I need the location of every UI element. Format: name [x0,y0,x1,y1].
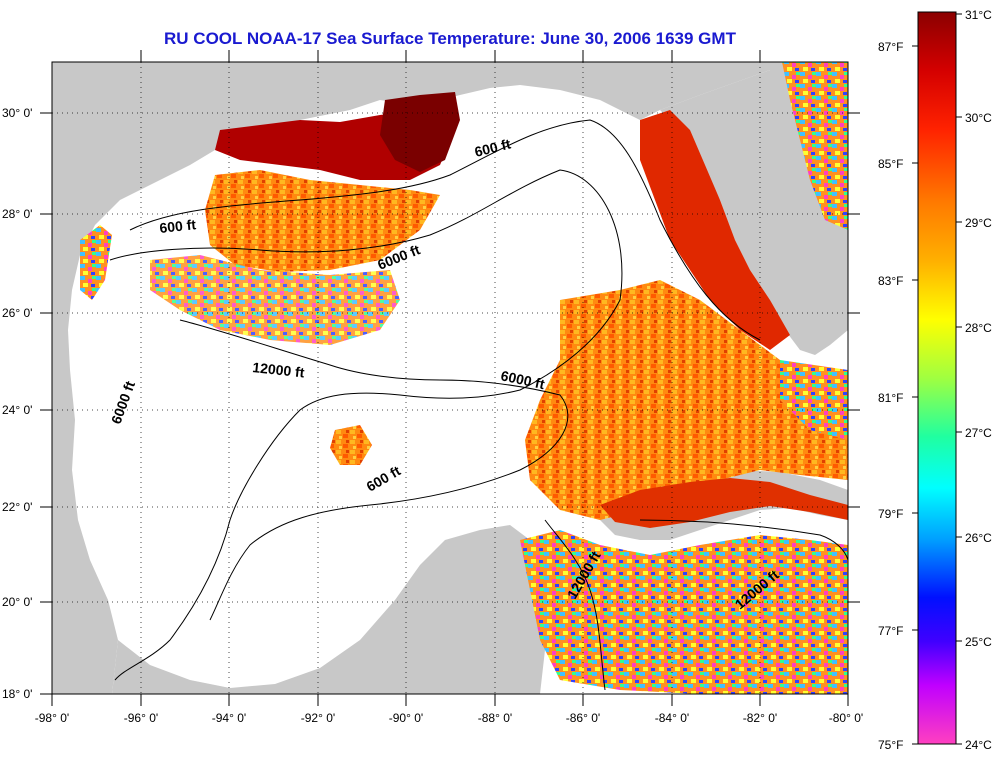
colorbar-f-label: 77°F [878,624,903,638]
colorbar-f-label: 81°F [878,391,903,405]
lon-labels: -98° 0' -96° 0' -94° 0' -92° 0' -90° 0' … [35,711,863,725]
colorbar-f-label: 83°F [878,274,903,288]
colorbar-f-label: 79°F [878,507,903,521]
contour-label: 600 ft [159,216,197,236]
border-ticks [40,50,860,706]
colorbar-c-label: 24°C [965,738,992,752]
colorbar-c-label: 27°C [965,426,992,440]
lat-label: 24° 0' [2,403,32,417]
sst-patch-central [330,425,372,465]
sst-darkred-mississippi [380,92,460,172]
lon-label: -88° 0' [478,711,512,725]
colorbar-c-label: 26°C [965,531,992,545]
lon-label: -96° 0' [124,711,158,725]
colorbar: 87°F 85°F 83°F 81°F 79°F 77°F 75°F 31°C … [878,8,992,752]
lat-label: 26° 0' [2,306,32,320]
contour-yucatan [544,519,606,691]
lon-label: -84° 0' [655,711,689,725]
sst-speckle-nw [150,255,400,345]
lon-label: -92° 0' [301,711,335,725]
colorbar-c-label: 31°C [965,8,992,22]
contour-label: 12000 ft [252,359,306,380]
contour-6000ft [109,169,623,681]
lat-label: 30° 0' [2,106,32,120]
colorbar-f-label: 85°F [878,157,903,171]
lon-label: -94° 0' [212,711,246,725]
colorbar-c-label: 30°C [965,111,992,125]
land-us-north [52,62,848,694]
sst-east-florida-coast [782,62,848,230]
colorbar-c-label: 29°C [965,216,992,230]
sst-red-cuba-north [600,478,848,528]
lat-label: 28° 0' [2,207,32,221]
lon-label: -98° 0' [35,711,69,725]
land-mexico-yucatan [112,525,550,694]
sst-texas-coast-strip [80,225,112,300]
graticule [52,62,848,694]
map-border [51,61,849,695]
lon-label: -86° 0' [566,711,600,725]
contour-12000ft [179,319,569,621]
bathymetry-contours [109,119,848,691]
colorbar-f-label: 75°F [878,738,903,752]
sst-orange-eastern-gulf [525,280,848,520]
colorbar-f-label: 87°F [878,40,903,54]
colorbar-c-label: 28°C [965,321,992,335]
sst-southeast-speckle [520,530,848,694]
colorbar-gradient [917,11,957,745]
contour-cayman [639,519,848,561]
lon-label: -82° 0' [743,711,777,725]
sst-red-florida-shelf [640,110,790,350]
lon-label: -80° 0' [829,711,863,725]
contour-600ft [129,119,761,341]
lat-label: 18° 0' [2,687,32,701]
lat-label: 22° 0' [2,500,32,514]
map-area: 600 ft 600 ft 6000 ft 12000 ft 6000 ft 6… [52,62,848,694]
lat-label: 20° 0' [2,595,32,609]
lat-labels: 30° 0' 28° 0' 26° 0' 24° 0' 22° 0' 20° 0… [2,106,32,701]
map-title: RU COOL NOAA-17 Sea Surface Temperature:… [164,29,736,48]
lon-label: -90° 0' [389,711,423,725]
sst-speckle-florida-straits [780,360,848,440]
colorbar-c-label: 25°C [965,635,992,649]
